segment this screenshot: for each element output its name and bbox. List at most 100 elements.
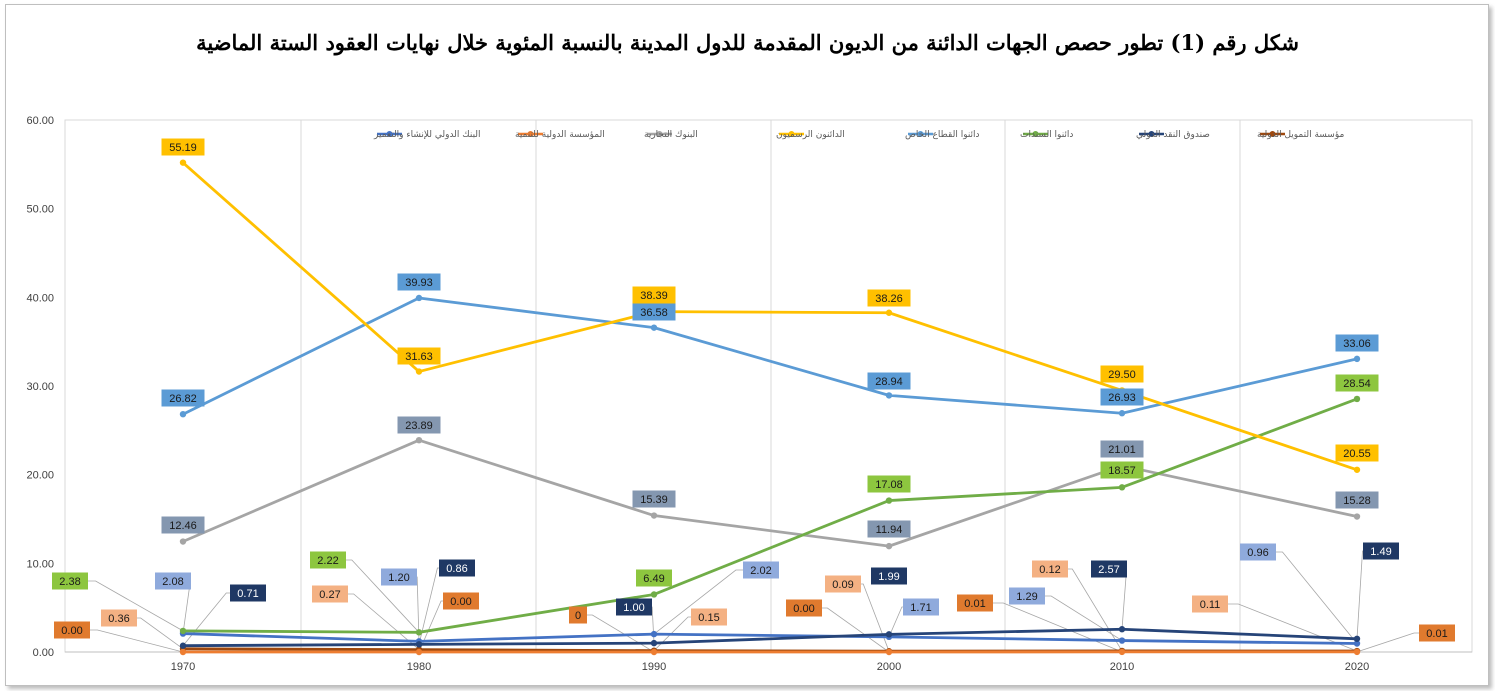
data-point	[650, 648, 658, 656]
legend-item: الدائنون الرسميون	[776, 130, 845, 140]
data-label: 2.22	[310, 551, 346, 569]
data-label-text: 1.71	[910, 602, 931, 614]
data-label-text: 6.49	[643, 573, 664, 585]
data-label-text: 0.01	[964, 598, 985, 610]
data-label-text: 28.94	[875, 376, 903, 388]
data-label-text: 2.22	[317, 555, 338, 567]
data-label: 18.57	[1100, 461, 1144, 479]
data-label-box	[1335, 374, 1379, 392]
data-label-text: 18.57	[1108, 465, 1136, 477]
legend-label: دائنوا القطاع الخاص	[905, 130, 980, 140]
data-label-box	[312, 585, 348, 603]
data-label-text: 28.54	[1343, 378, 1371, 390]
x-tick-label: 1980	[407, 661, 431, 673]
data-point	[415, 648, 423, 656]
data-point	[1118, 626, 1126, 633]
label-leader	[418, 600, 443, 653]
data-label-box	[161, 389, 205, 407]
data-label-text: 0.27	[319, 589, 340, 601]
data-label-box	[1100, 388, 1144, 406]
data-point	[1118, 410, 1126, 417]
data-point	[1353, 513, 1361, 520]
data-label-box	[52, 572, 88, 590]
data-labels: 26.82 39.93 36.58 28.94 26.93 33.06 55.19 31.63…	[52, 138, 1455, 642]
label-leader	[1121, 568, 1127, 630]
label-leader	[90, 629, 184, 653]
label-leader	[888, 606, 903, 637]
data-label-box	[957, 594, 993, 612]
data-label: 11.94	[867, 520, 911, 538]
data-label: 39.93	[397, 273, 441, 291]
y-tick-label: 40.00	[26, 292, 54, 304]
data-label: 0.15	[691, 608, 727, 626]
data-label-text: 15.28	[1343, 495, 1371, 507]
data-label: 0	[569, 606, 587, 624]
series-line	[179, 626, 1361, 649]
data-label-text: 39.93	[405, 277, 433, 289]
legend-item: صندوق النقد الدولي	[1136, 130, 1210, 140]
label-leader	[653, 616, 691, 651]
data-label-text: 26.93	[1108, 392, 1136, 404]
data-point	[1353, 395, 1361, 403]
legend-label: المؤسسة الدولية للتنمية	[515, 130, 605, 140]
series-path	[182, 296, 1358, 416]
data-label: 38.26	[867, 289, 911, 307]
data-label-box	[1032, 560, 1068, 578]
label-leader	[418, 567, 439, 645]
x-tick-label: 2010	[1110, 661, 1134, 673]
data-label-box	[1100, 440, 1144, 458]
label-leader	[822, 607, 890, 653]
label-leader	[88, 580, 184, 632]
data-label-box	[155, 572, 191, 590]
data-point	[885, 648, 893, 656]
data-point	[415, 294, 423, 302]
data-label-text: 23.89	[405, 420, 433, 432]
data-label-text: 33.06	[1343, 338, 1371, 350]
data-label-box	[1335, 444, 1379, 462]
data-label-box	[397, 416, 441, 434]
data-point	[1353, 466, 1361, 473]
series-line	[179, 395, 1361, 636]
legend-marker	[788, 131, 795, 137]
data-point	[179, 642, 187, 649]
data-label: 0.36	[101, 609, 137, 627]
data-label-box	[397, 273, 441, 291]
data-point	[885, 542, 893, 550]
data-label: 26.93	[1100, 388, 1144, 406]
data-label-box	[903, 598, 939, 616]
series-path	[182, 161, 1358, 472]
data-label: 21.01	[1100, 440, 1144, 458]
y-tick-label: 20.00	[26, 470, 54, 482]
data-label: 0.96	[1240, 543, 1276, 561]
data-label-box	[867, 520, 911, 538]
label-leader	[1228, 603, 1358, 652]
legend-label: دائنوا السندات	[1020, 130, 1073, 140]
data-label-text: 0.11	[1200, 599, 1221, 611]
series-path	[182, 397, 1358, 634]
data-label-box	[786, 599, 822, 617]
legend-marker	[656, 131, 663, 137]
data-label: 0.86	[439, 559, 475, 577]
data-label-box	[1100, 365, 1144, 383]
data-point	[179, 538, 187, 545]
legend-marker	[527, 131, 534, 137]
label-leader	[346, 559, 420, 633]
legend-label: مؤسسة التمويل الدولية	[1257, 130, 1344, 140]
data-label: 36.58	[632, 303, 676, 321]
data-label: 2.38	[52, 572, 88, 590]
data-label: 1.00	[616, 598, 652, 616]
label-leader	[1068, 568, 1123, 652]
data-label: 0.01	[1419, 624, 1455, 642]
series-line	[179, 436, 1361, 550]
data-label-text: 26.82	[169, 393, 197, 405]
data-label-box	[867, 372, 911, 390]
label-leader	[653, 569, 743, 635]
data-point	[179, 627, 187, 635]
data-label-box	[1335, 334, 1379, 352]
data-label: 1.29	[1009, 587, 1045, 605]
data-point	[650, 630, 658, 638]
data-point	[1353, 355, 1361, 363]
data-label-text: 11.94	[876, 524, 903, 536]
data-label-text: 12.46	[169, 520, 197, 532]
label-leader-lines	[88, 550, 1419, 653]
